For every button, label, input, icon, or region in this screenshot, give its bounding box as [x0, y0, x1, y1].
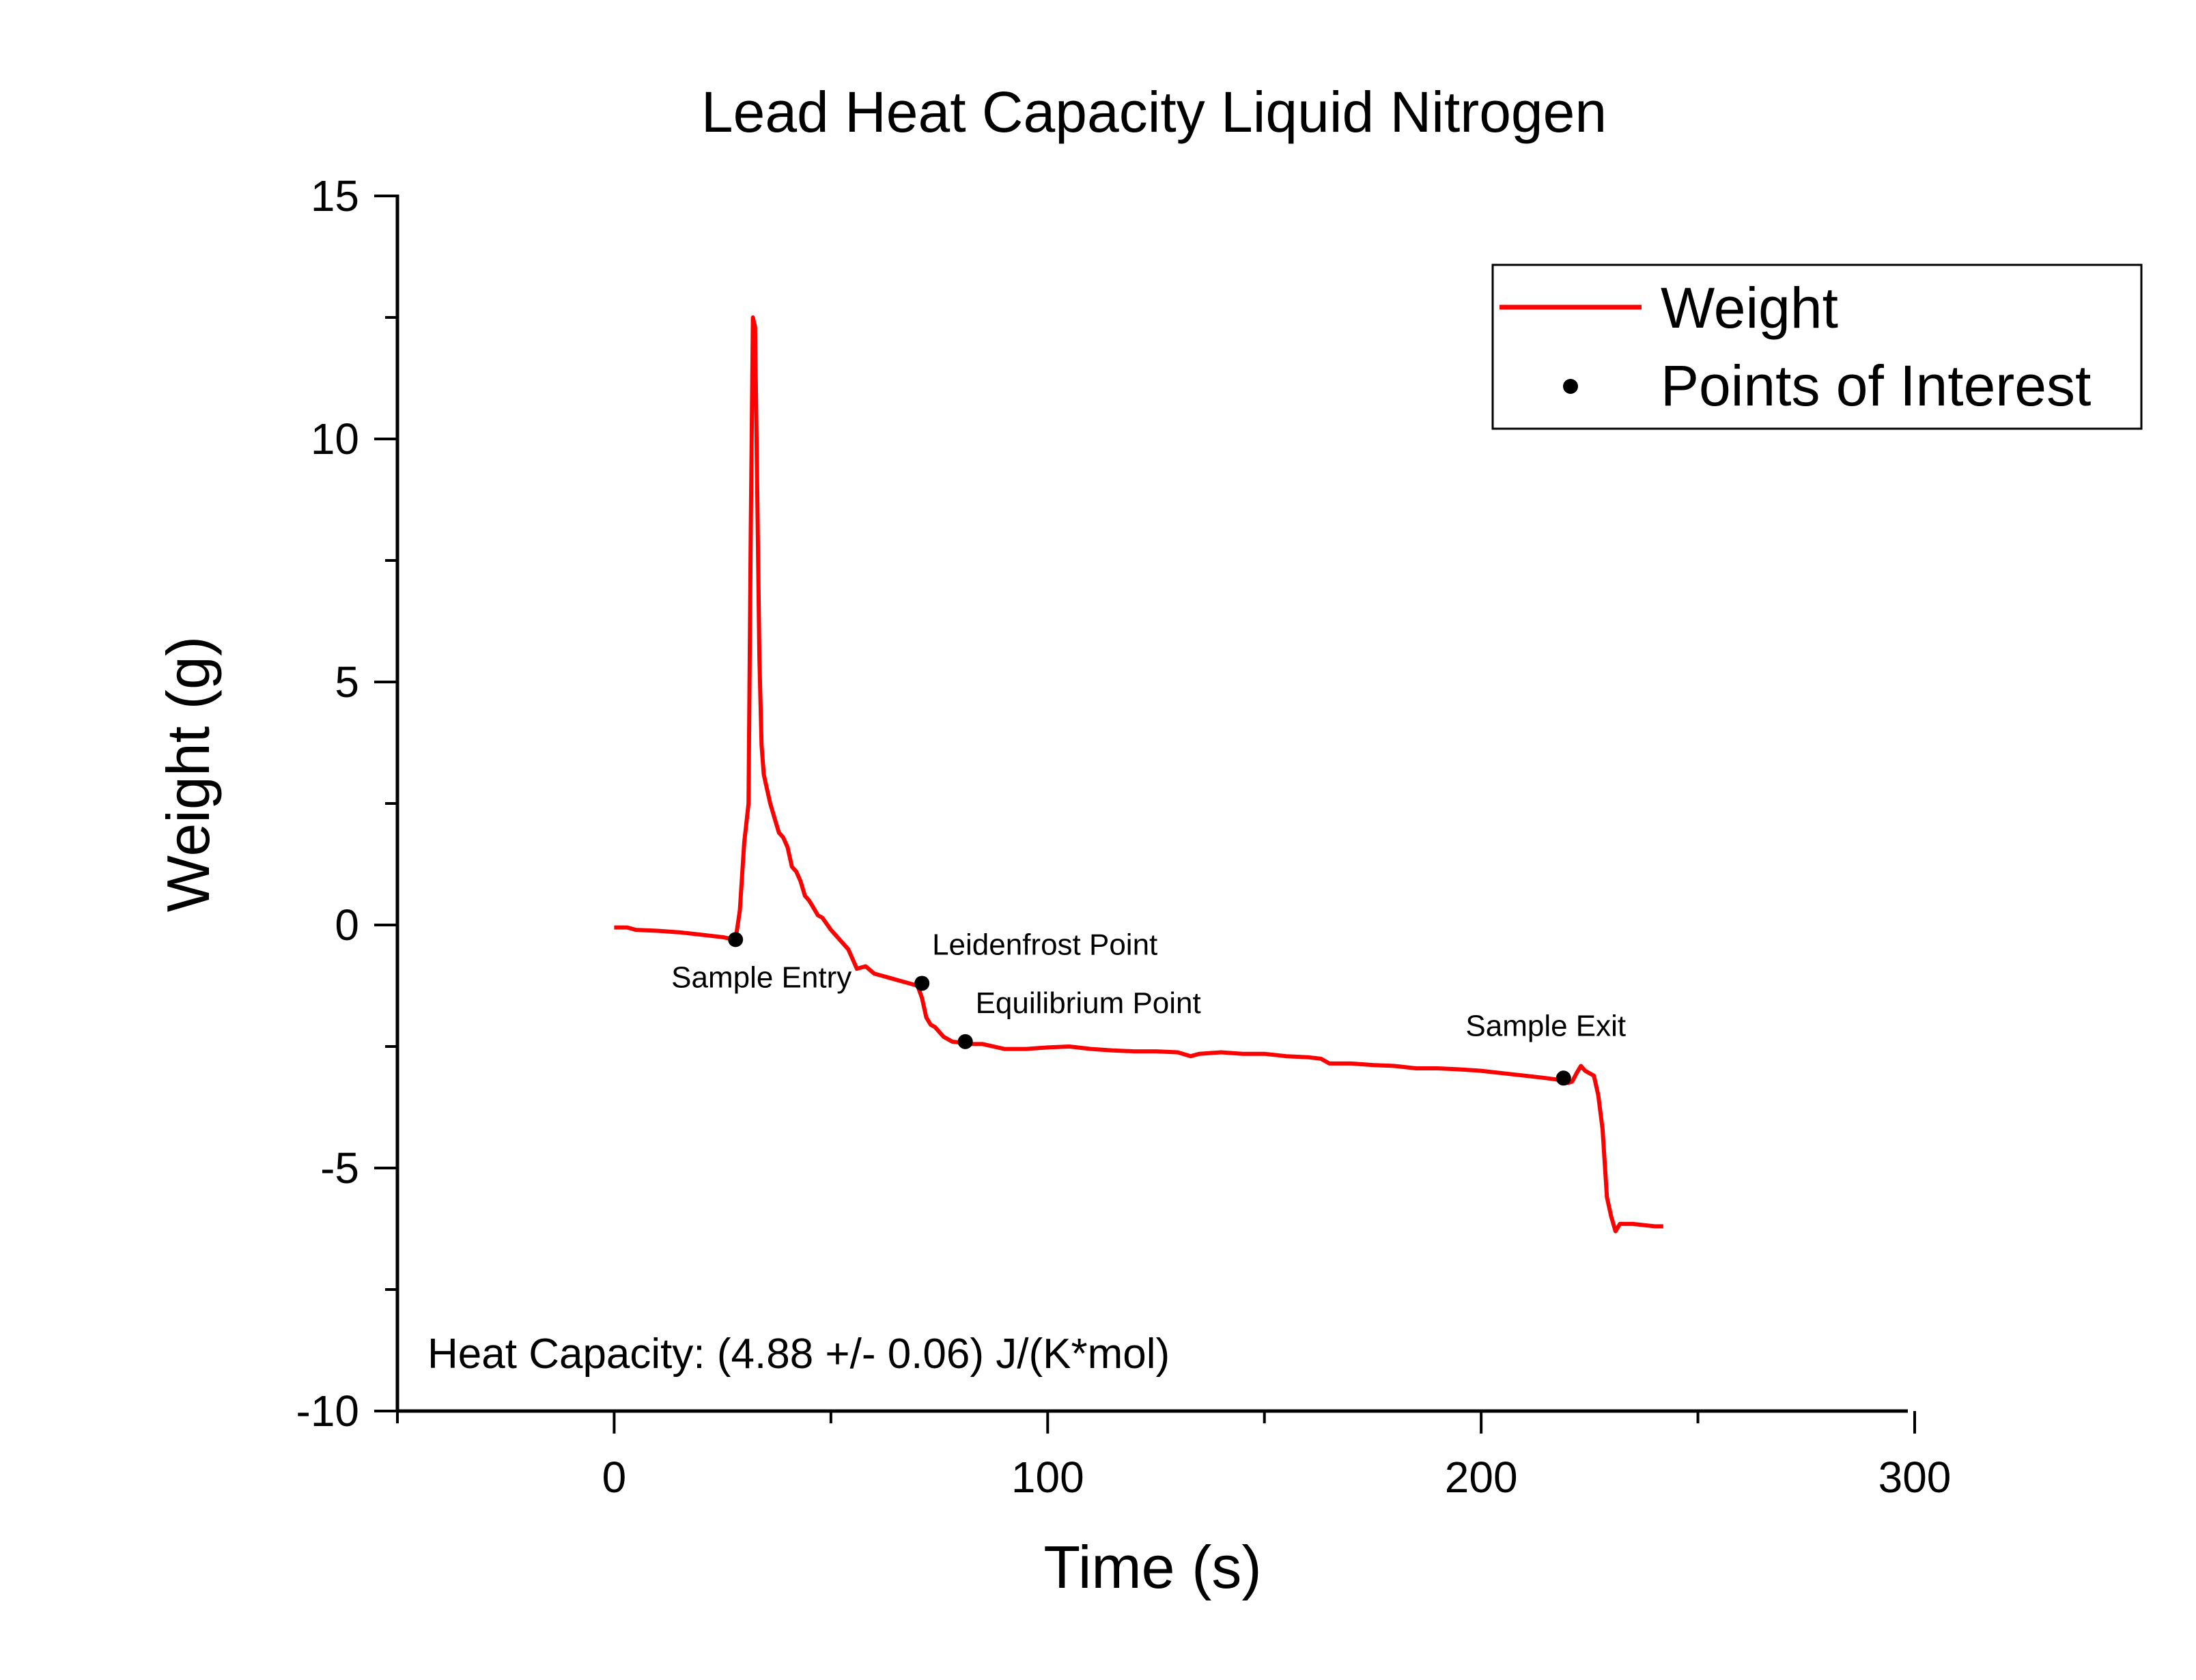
x-axis-ticks: 0 100 200 300: [396, 1411, 1952, 1502]
y-axis-label: Weight (g): [154, 636, 222, 912]
weight-series-line: [614, 315, 1663, 1234]
point-of-interest-label: Leidenfrost Point: [932, 928, 1157, 961]
point-of-interest-marker: [728, 932, 744, 948]
y-tick-label: 5: [335, 657, 359, 707]
legend-box: [1491, 264, 2143, 430]
legend-points-swatch: [1563, 379, 1578, 394]
y-tick-label: -5: [320, 1143, 359, 1193]
heat-capacity-annotation: Heat Capacity: (4.88 +/- 0.06) J/(K*mol): [427, 1330, 1170, 1378]
y-tick-label: 0: [335, 900, 359, 950]
y-tick-label: -10: [296, 1386, 360, 1436]
x-tick-label: 0: [602, 1453, 627, 1502]
x-axis-label: Time (s): [1043, 1533, 1261, 1601]
legend: Weight Points of Interest: [1491, 264, 2143, 430]
point-of-interest-marker: [914, 976, 930, 991]
x-tick-label: 100: [1011, 1453, 1084, 1502]
y-axis-ticks: -10 -5 0 5 10 15: [296, 171, 397, 1436]
point-of-interest-label: Sample Entry: [671, 960, 851, 994]
legend-points-label: Points of Interest: [1661, 354, 2091, 418]
point-of-interest-label: Sample Exit: [1465, 1009, 1626, 1042]
chart-title: Lead Heat Capacity Liquid Nitrogen: [701, 80, 1607, 144]
x-tick-label: 200: [1445, 1453, 1518, 1502]
point-of-interest-marker: [1556, 1070, 1571, 1086]
point-of-interest-marker: [957, 1034, 973, 1049]
x-tick-label: 300: [1878, 1453, 1952, 1502]
legend-weight-label: Weight: [1661, 276, 1838, 340]
point-of-interest-label: Equilibrium Point: [976, 986, 1201, 1020]
y-tick-label: 10: [311, 414, 359, 464]
plot-area: Sample Entry Leidenfrost Point Equilibrium…: [614, 315, 1663, 1234]
y-tick-label: 15: [311, 171, 359, 220]
